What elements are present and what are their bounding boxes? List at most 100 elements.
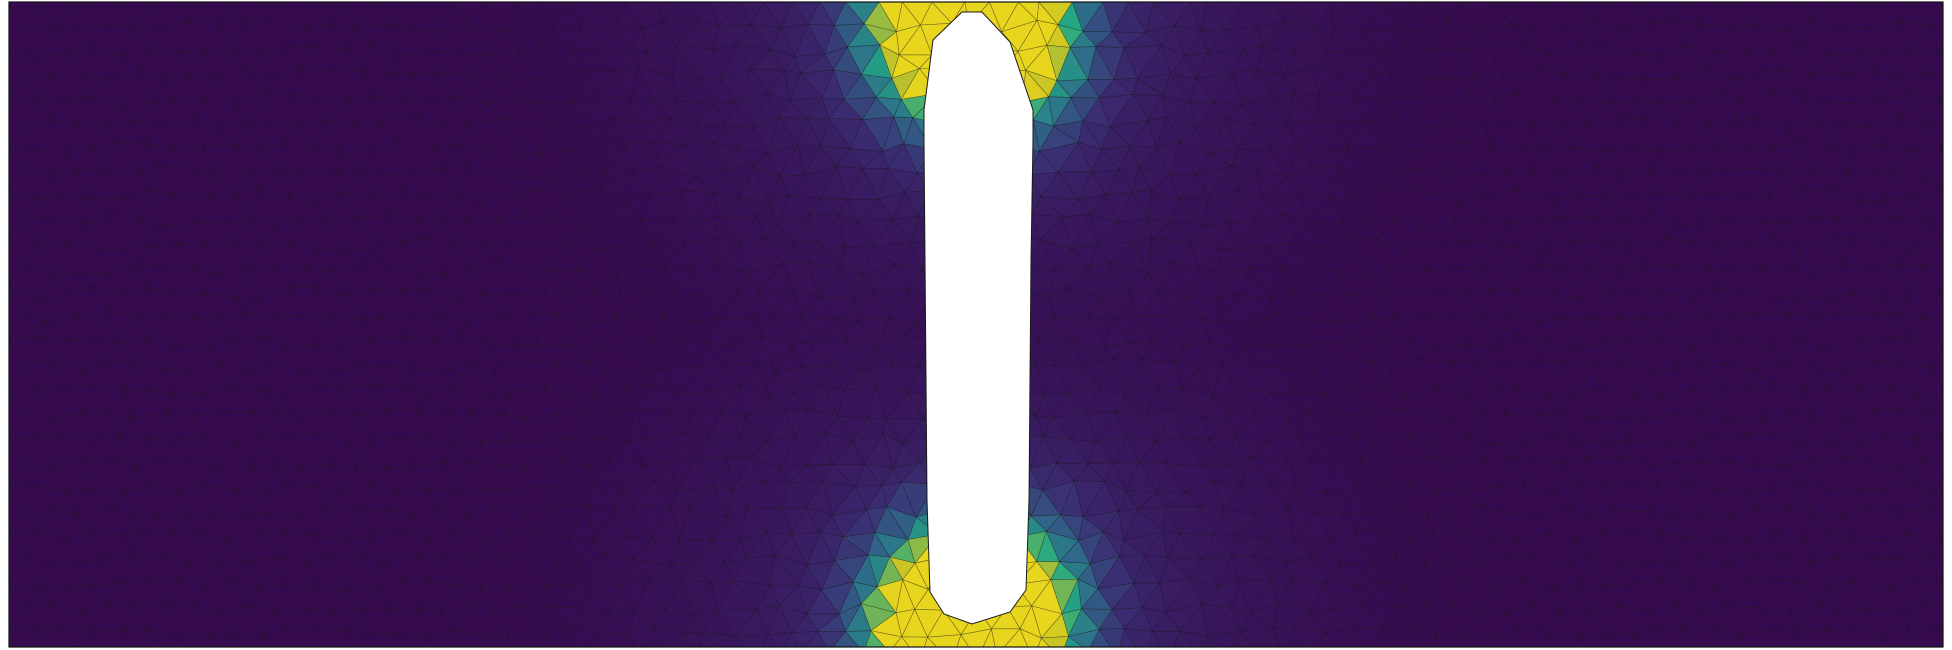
mesh-element [306,23,335,47]
mesh-element [1825,369,1860,391]
mesh-element [1543,216,1576,250]
mesh-element [1934,476,1943,493]
mesh-element [1342,359,1374,390]
mesh-element [1938,292,1943,303]
mesh-element [1632,116,1660,153]
mesh-element [1525,431,1556,461]
mesh-element [112,457,137,493]
mesh-element [443,197,467,223]
mesh-element [1923,147,1943,178]
mesh-element [632,118,672,143]
mesh-element [544,292,571,314]
mesh-element [150,189,175,228]
mesh-element [1129,316,1153,344]
mesh-element [1654,191,1690,225]
mesh-element [84,440,114,459]
mesh-element [1524,458,1553,493]
mesh-element [1929,189,1943,225]
mesh-element [333,70,365,102]
mesh-element [22,485,54,516]
mesh-element [524,175,550,191]
mesh-element [1384,286,1405,321]
mesh-element [557,360,589,395]
mesh-element [224,411,254,446]
mesh-element [1463,30,1489,51]
mesh-element [1668,315,1707,348]
mesh-element [123,2,153,27]
mesh-element [1515,246,1545,265]
mesh-element [369,141,396,177]
mesh-element [594,215,623,251]
mesh-element [1879,216,1911,251]
mesh-element [1151,237,1191,263]
mesh-element [600,117,626,145]
mesh-element [626,341,653,372]
mesh-element [1774,433,1801,467]
mesh-element [1118,145,1140,171]
mesh-element [814,339,847,367]
mesh-element [789,97,823,119]
mesh-element [571,141,602,172]
mesh-element [1708,120,1738,147]
mesh-element [510,239,545,273]
mesh-element [1797,273,1836,299]
mesh-element [511,532,538,555]
mesh-element [1032,119,1055,153]
mesh-element [1533,431,1563,465]
mesh-element [265,78,296,95]
mesh-element [428,462,458,491]
mesh-element [205,274,239,298]
mesh-element [1931,367,1943,389]
mesh-element [681,190,715,226]
mesh-element [1772,69,1803,96]
mesh-element [1474,344,1505,369]
mesh-element [283,315,317,347]
mesh-element [1558,296,1593,320]
mesh-element [525,387,560,419]
mesh-element [653,480,678,508]
mesh-element [1452,48,1475,80]
mesh-element [846,198,880,223]
mesh-element [819,514,844,538]
mesh-element [1185,266,1219,299]
mesh-element [1299,319,1324,345]
mesh-element [370,43,397,74]
mesh-element [1515,290,1554,323]
mesh-element [1185,480,1215,508]
mesh-element [1071,439,1098,465]
mesh-element [781,481,807,509]
mesh-element [1739,338,1773,373]
mesh-element [1516,189,1556,220]
mesh-element [1717,217,1751,245]
mesh-element [1049,287,1068,321]
mesh-element [403,238,424,276]
mesh-element [1125,461,1158,493]
mesh-element [486,531,513,558]
mesh-element [1252,198,1287,221]
mesh-element [416,117,445,151]
mesh-element [205,293,239,318]
mesh-element [1591,417,1626,444]
mesh-element [532,291,557,315]
mesh-element [387,465,413,494]
mesh-element [1525,414,1556,445]
mesh-element [1184,30,1208,57]
mesh-element [1852,125,1887,154]
mesh-element [782,262,810,292]
mesh-element [1151,220,1192,243]
mesh-element [64,74,88,103]
mesh-element [453,442,482,463]
mesh-element [1293,512,1331,541]
mesh-element [433,126,457,150]
mesh-element [1042,462,1075,491]
mesh-element [1346,318,1388,343]
mesh-element [1938,285,1943,294]
mesh-element [287,416,320,438]
mesh-element [788,481,824,509]
mesh-element [1907,49,1940,75]
mesh-element [1156,261,1187,299]
mesh-element [481,239,512,264]
mesh-element [1722,386,1752,419]
mesh-element [854,464,884,487]
mesh-element [681,2,712,21]
